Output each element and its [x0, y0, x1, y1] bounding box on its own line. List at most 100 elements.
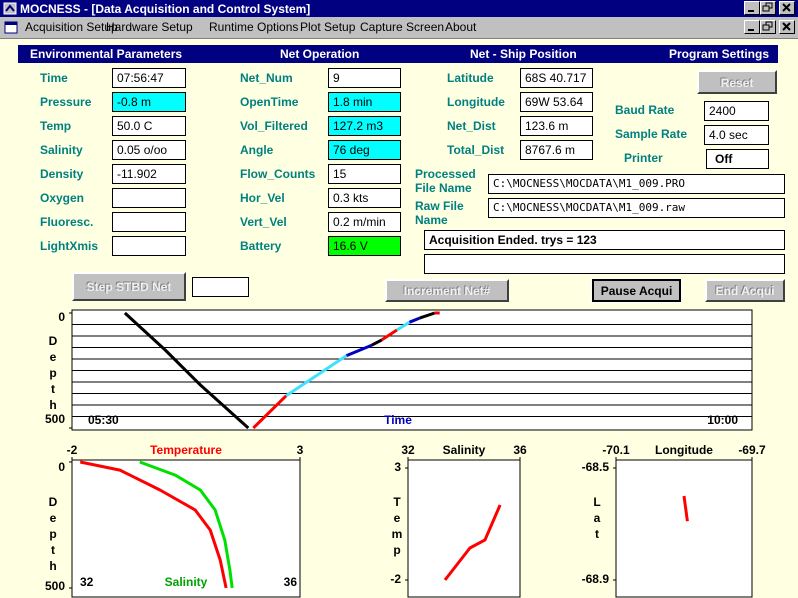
- section-header: Program Settings: [669, 47, 770, 61]
- data-line: [139, 460, 234, 589]
- minimize-button[interactable]: [744, 1, 760, 15]
- field-label: Vol_Filtered: [240, 119, 308, 133]
- field-value: -0.8 m: [112, 92, 186, 112]
- y-tick-label: -68.5: [582, 460, 610, 474]
- field-value: 1.8 min: [328, 92, 401, 112]
- menu-item[interactable]: Runtime Options: [209, 20, 299, 34]
- app-icon: [3, 2, 17, 15]
- field-value: 69W 53.64: [520, 92, 593, 112]
- status-box: Acquisition Ended. trys = 123: [424, 230, 785, 250]
- menu-bar: Acquisition Setup Hardware Setup Runtime O…: [0, 17, 798, 39]
- field-value: 68S 40.717: [520, 68, 593, 88]
- field-label: Time: [40, 71, 68, 85]
- doc-restore[interactable]: [760, 20, 776, 34]
- field-value: 07:56:47: [112, 68, 186, 88]
- y-axis-label: Lat: [590, 495, 604, 543]
- field-label: Printer: [624, 151, 663, 165]
- y-tick-label: 3: [394, 460, 401, 474]
- menu-item[interactable]: Acquisition Setup: [25, 20, 118, 34]
- field-value: 8767.6 m: [520, 140, 593, 160]
- field-value: 0.05 o/oo: [112, 140, 186, 160]
- field-label: Density: [40, 167, 84, 181]
- y-axis-label: Depth: [46, 334, 60, 414]
- data-line: [371, 338, 383, 347]
- button[interactable]: Step STBD Net: [72, 272, 186, 301]
- x2-axis-label: Salinity: [165, 575, 208, 589]
- x-tick-label: -70.1: [602, 443, 630, 457]
- field-value: 0.3 kts: [328, 188, 401, 208]
- x-tick-label: 3: [297, 443, 304, 457]
- x-axis-label: Longitude: [655, 443, 713, 457]
- menu-item[interactable]: Capture Screen: [360, 20, 445, 34]
- y-tick-label: 0: [58, 310, 65, 324]
- menu-item[interactable]: About: [445, 20, 477, 34]
- field-label: Flow_Counts: [240, 167, 316, 181]
- data-line: [682, 495, 689, 522]
- doc-close[interactable]: [779, 20, 795, 34]
- field-label: Battery: [240, 239, 282, 253]
- button[interactable]: Pause Acqui: [591, 278, 682, 303]
- title-bar: MOCNESS - [Data Acquisition and Control …: [0, 0, 798, 17]
- field-label: Fluoresc.: [40, 215, 94, 229]
- plot-area: [615, 459, 753, 598]
- y-tick-label: 500: [45, 579, 65, 593]
- field-label: Salinity: [40, 143, 83, 157]
- section-bar: Environmental Parameters Net Operation Net…: [18, 45, 778, 63]
- doc-icon: [4, 21, 18, 34]
- field-value: 16.6 V: [328, 236, 401, 256]
- data-line: [123, 311, 250, 430]
- data-line: [408, 316, 421, 324]
- field-label: LightXmis: [40, 239, 99, 253]
- field-label: Angle: [240, 143, 274, 157]
- y-tick-label: -68.9: [582, 572, 610, 586]
- field-value: Off: [706, 149, 769, 169]
- menu-item[interactable]: Hardware Setup: [106, 20, 193, 34]
- data-line: [252, 394, 288, 430]
- section-header: Net Operation: [280, 47, 360, 61]
- data-line: [419, 311, 436, 320]
- y-axis-label: Depth: [46, 495, 60, 575]
- field-label: Raw File Name: [415, 199, 464, 227]
- field-label: Total_Dist: [447, 143, 505, 157]
- section-header: Environmental Parameters: [30, 47, 183, 61]
- data-line: [285, 354, 348, 398]
- field-value: 9: [328, 68, 401, 88]
- y-tick-label: 500: [45, 412, 65, 426]
- x-tick-label: -69.7: [738, 443, 766, 457]
- field-label: Temp: [40, 119, 72, 133]
- field-label: Pressure: [40, 95, 92, 109]
- field-label: Net_Num: [240, 71, 293, 85]
- data-line: [79, 460, 228, 589]
- field-value: [112, 188, 186, 208]
- x-axis-label: Time: [384, 413, 412, 427]
- y-tick-label: 0: [58, 460, 65, 474]
- close-button[interactable]: [779, 1, 795, 15]
- x2-tick-label: 36: [284, 575, 298, 589]
- field-label: Longitude: [447, 95, 505, 109]
- field-value: [112, 236, 186, 256]
- doc-minimize[interactable]: [744, 20, 760, 34]
- button[interactable]: Reset: [697, 70, 777, 94]
- field-value: [112, 212, 186, 232]
- x2-tick-label: 32: [80, 575, 94, 589]
- field-value: 0.2 m/min: [328, 212, 401, 232]
- field-value: 50.0 C: [112, 116, 186, 136]
- field-value: 123.6 m: [520, 116, 593, 136]
- data-line: [345, 343, 373, 357]
- restore-button[interactable]: [760, 1, 776, 15]
- button[interactable]: Increment Net#: [385, 279, 509, 302]
- button[interactable]: End Acqui: [705, 279, 785, 302]
- x-tick-label: 36: [513, 443, 527, 457]
- x-axis-label: Temperature: [150, 443, 222, 457]
- field-value: 15: [328, 164, 401, 184]
- field-value: -11.902: [112, 164, 186, 184]
- field-value: 76 deg: [328, 140, 401, 160]
- field-label: Baud Rate: [615, 103, 675, 117]
- field-label: Hor_Vel: [240, 191, 285, 205]
- field-value: C:\MOCNESS\MOCDATA\M1_009.raw: [488, 198, 785, 218]
- field-label: Latitude: [447, 71, 494, 85]
- menu-item[interactable]: Plot Setup: [300, 20, 356, 34]
- x-tick-label: 32: [401, 443, 415, 457]
